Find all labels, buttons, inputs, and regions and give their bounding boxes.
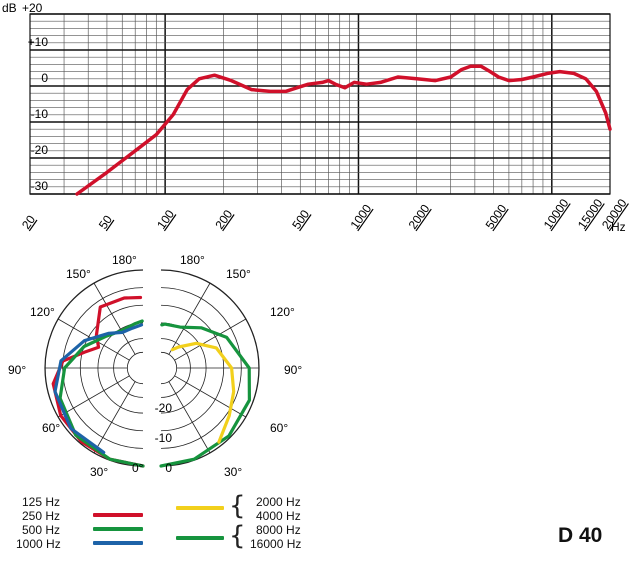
x-tick-label: 100: [154, 207, 177, 232]
polar-right-half: [159, 269, 260, 468]
polar-curve-red: [51, 295, 145, 468]
polar-curve-yellow: [170, 341, 236, 444]
polar-angle-label: 180°: [112, 253, 137, 267]
model-name: D 40: [558, 524, 603, 547]
polar-spoke: [93, 381, 136, 454]
legend-label-2000: 2000 Hz: [256, 495, 301, 509]
polar-ring-label: 0: [165, 461, 172, 475]
legend-label-1000: 1000 Hz: [16, 537, 61, 551]
polar-angle-label: 30°: [90, 465, 108, 479]
polar-angle-label: 60°: [42, 421, 60, 435]
polar-angle-label: 90°: [8, 363, 26, 377]
x-tick-label: 2000: [406, 202, 433, 232]
legend-label-500: 500 Hz: [22, 523, 61, 537]
polar-spoke: [168, 381, 211, 454]
y-tick-label: -30: [31, 179, 49, 193]
x-tick-label: 10000: [541, 196, 572, 232]
polar-ring: [160, 351, 177, 385]
svg-text:1000: 1000: [347, 202, 374, 232]
svg-text:200: 200: [212, 207, 235, 232]
legend-line-red: [93, 513, 143, 517]
polar-curve-green-right: [159, 322, 251, 468]
polar-angle-label: 0°: [132, 461, 144, 475]
polar-ring: [127, 351, 144, 385]
svg-text:2000: 2000: [406, 202, 433, 232]
polar-spoke: [93, 282, 136, 355]
svg-text:5000: 5000: [483, 202, 510, 232]
y-axis-labels: dB +20 +10 0 -10 -20 -30: [2, 1, 48, 193]
polar-center-gap: [145, 254, 159, 474]
polar-angle-label: 60°: [270, 421, 288, 435]
legend-line-green-high: [176, 536, 224, 540]
y-tick-label: -20: [31, 143, 49, 157]
response-curve: [75, 64, 612, 196]
x-unit-label: Hz: [611, 220, 626, 234]
svg-text:15000: 15000: [575, 196, 606, 232]
polar-ring-labels: 0 -10 -20: [155, 401, 173, 475]
polar-spoke: [57, 375, 130, 418]
legend-label-4000: 4000 Hz: [256, 509, 301, 523]
polar-pattern-chart: 0° 30° 60° 90° 120° 150° 180° 180° 150° 120° 90° 60…: [8, 253, 302, 479]
polar-angle-label: 120°: [270, 305, 295, 319]
polar-angle-label: 180°: [180, 253, 205, 267]
legend-label-16000: 16000 Hz: [250, 537, 302, 551]
x-tick-label: 50: [96, 212, 115, 231]
polar-angle-labels: 0° 30° 60° 90° 120° 150° 180° 180° 150° 120° 90° 60…: [8, 253, 302, 479]
polar-curve-blue: [53, 323, 144, 454]
polar-angle-label: 90°: [284, 363, 302, 377]
y-unit-label: dB: [2, 1, 17, 15]
polar-ring-label: -10: [155, 431, 173, 445]
frequency-response-chart: dB +20 +10 0 -10 -20 -30 Hz 20 50 100 200 500 1000…: [2, 1, 630, 234]
legend-line-green-low: [93, 527, 143, 531]
svg-text:10000: 10000: [541, 196, 572, 232]
legend-line-blue: [93, 541, 143, 545]
y-tick-label: +10: [28, 35, 49, 49]
legend-brace-top: {: [229, 491, 246, 521]
y-tick-label: 0: [41, 71, 48, 85]
svg-text:20: 20: [19, 212, 38, 231]
polar-angle-label: 150°: [226, 267, 251, 281]
svg-text:100: 100: [154, 207, 177, 232]
x-tick-label: 15000: [575, 196, 606, 232]
legend-label-250: 250 Hz: [22, 509, 61, 523]
polar-curve-green-left: [58, 319, 145, 468]
x-tick-label: 20: [19, 212, 38, 231]
svg-text:50: 50: [96, 212, 115, 231]
x-tick-label: 200: [212, 207, 235, 232]
polar-angle-label: 30°: [224, 465, 242, 479]
legend-label-125: 125 Hz: [22, 495, 61, 509]
polar-spoke: [174, 318, 247, 361]
polar-spoke: [168, 282, 211, 355]
polar-spoke: [174, 375, 247, 418]
y-tick-label: +20: [22, 1, 43, 15]
polar-angle-label: 120°: [30, 305, 55, 319]
polar-spoke: [57, 318, 130, 361]
x-tick-label: 5000: [483, 202, 510, 232]
legend-line-yellow: [176, 506, 224, 510]
plot-frame: [29, 13, 611, 195]
x-tick-label: 500: [289, 207, 312, 232]
y-tick-label: -10: [31, 107, 49, 121]
polar-ring-label: -20: [155, 401, 173, 415]
x-tick-label: 1000: [347, 202, 374, 232]
legend-brace-bottom: {: [229, 521, 246, 551]
x-axis-labels: Hz 20 50 100 200 500 1000 2000 5000 10000 1500020…: [19, 196, 630, 234]
polar-angle-label: 150°: [66, 267, 91, 281]
legend-label-8000: 8000 Hz: [256, 523, 301, 537]
svg-text:500: 500: [289, 207, 312, 232]
polar-left-half: [44, 269, 145, 468]
frequency-grid: [29, 13, 611, 195]
